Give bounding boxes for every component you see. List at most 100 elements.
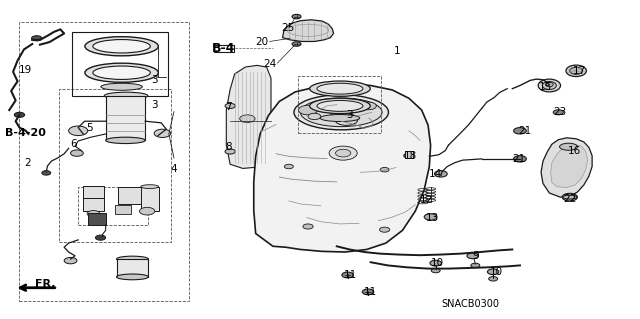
Polygon shape [227, 65, 271, 168]
Circle shape [89, 216, 98, 221]
Circle shape [240, 115, 255, 122]
Ellipse shape [300, 98, 382, 127]
Circle shape [435, 171, 447, 177]
Circle shape [154, 129, 171, 137]
Polygon shape [254, 84, 431, 252]
Text: 7: 7 [225, 102, 232, 112]
Circle shape [404, 153, 414, 158]
Text: 6: 6 [70, 139, 77, 149]
Text: FR.: FR. [35, 279, 55, 289]
Circle shape [292, 42, 301, 46]
Circle shape [225, 149, 236, 154]
Bar [116, 259, 148, 277]
Circle shape [488, 269, 499, 275]
Text: 11: 11 [344, 270, 356, 280]
Ellipse shape [101, 83, 142, 90]
Circle shape [380, 167, 389, 172]
Text: 18: 18 [404, 151, 417, 161]
Text: SNACB0300: SNACB0300 [442, 299, 500, 309]
Ellipse shape [330, 108, 353, 117]
Circle shape [292, 14, 301, 19]
Circle shape [489, 277, 498, 281]
Text: 4: 4 [171, 164, 177, 174]
Circle shape [335, 114, 358, 125]
Bar [88, 213, 106, 225]
Circle shape [361, 102, 376, 110]
Circle shape [424, 214, 437, 220]
Bar [83, 198, 104, 211]
Ellipse shape [310, 81, 371, 96]
Ellipse shape [294, 95, 388, 130]
Circle shape [471, 263, 480, 268]
Ellipse shape [93, 66, 150, 79]
Ellipse shape [545, 82, 553, 87]
Text: 3: 3 [152, 100, 158, 110]
Bar [298, 76, 381, 133]
Bar [118, 187, 142, 204]
Bar [83, 186, 104, 198]
Ellipse shape [85, 63, 158, 82]
Text: 13: 13 [426, 212, 439, 223]
Circle shape [513, 156, 526, 162]
Circle shape [68, 126, 88, 136]
Text: 2: 2 [24, 158, 31, 168]
Text: 1: 1 [394, 46, 401, 56]
Ellipse shape [559, 143, 577, 150]
Circle shape [329, 146, 357, 160]
Ellipse shape [317, 100, 363, 111]
Circle shape [284, 164, 293, 169]
Text: 16: 16 [568, 145, 582, 156]
Circle shape [553, 110, 563, 115]
Circle shape [513, 128, 526, 134]
Circle shape [335, 149, 351, 157]
Polygon shape [550, 144, 588, 188]
Text: 8: 8 [225, 142, 232, 152]
Text: 22: 22 [563, 194, 577, 204]
Text: 3: 3 [346, 110, 353, 120]
Text: 24: 24 [263, 59, 276, 69]
Circle shape [95, 235, 106, 240]
Ellipse shape [104, 92, 148, 99]
Circle shape [380, 227, 390, 232]
Circle shape [225, 103, 236, 108]
Polygon shape [282, 20, 333, 41]
Circle shape [298, 105, 317, 115]
Bar [78, 187, 148, 225]
Text: 17: 17 [573, 66, 586, 76]
Ellipse shape [566, 65, 586, 77]
Text: 12: 12 [419, 195, 433, 205]
Ellipse shape [116, 256, 148, 262]
Bar [72, 32, 168, 96]
Circle shape [14, 112, 24, 117]
Ellipse shape [538, 79, 561, 92]
Circle shape [31, 36, 42, 41]
Text: 15: 15 [539, 82, 552, 92]
Ellipse shape [106, 137, 145, 144]
Text: 3: 3 [152, 75, 158, 85]
Text: 19: 19 [19, 64, 33, 75]
Ellipse shape [116, 274, 148, 280]
Text: B-4-20: B-4-20 [5, 128, 46, 138]
Text: 9: 9 [472, 251, 479, 261]
Bar [106, 96, 145, 140]
Circle shape [140, 207, 155, 215]
Text: 25: 25 [281, 23, 294, 33]
Polygon shape [541, 138, 592, 197]
Circle shape [64, 257, 77, 264]
Ellipse shape [563, 195, 577, 199]
Ellipse shape [141, 185, 159, 189]
Circle shape [342, 272, 353, 278]
Bar [59, 89, 171, 242]
Circle shape [431, 268, 440, 273]
Circle shape [303, 224, 313, 229]
Text: 23: 23 [554, 107, 567, 117]
Ellipse shape [570, 67, 582, 74]
Circle shape [42, 171, 51, 175]
Text: 14: 14 [429, 169, 442, 179]
Text: 21: 21 [512, 154, 525, 165]
Text: 10: 10 [431, 258, 444, 268]
Bar [405, 151, 413, 158]
Ellipse shape [310, 98, 371, 114]
Bar [141, 187, 159, 211]
Text: 11: 11 [364, 287, 377, 297]
